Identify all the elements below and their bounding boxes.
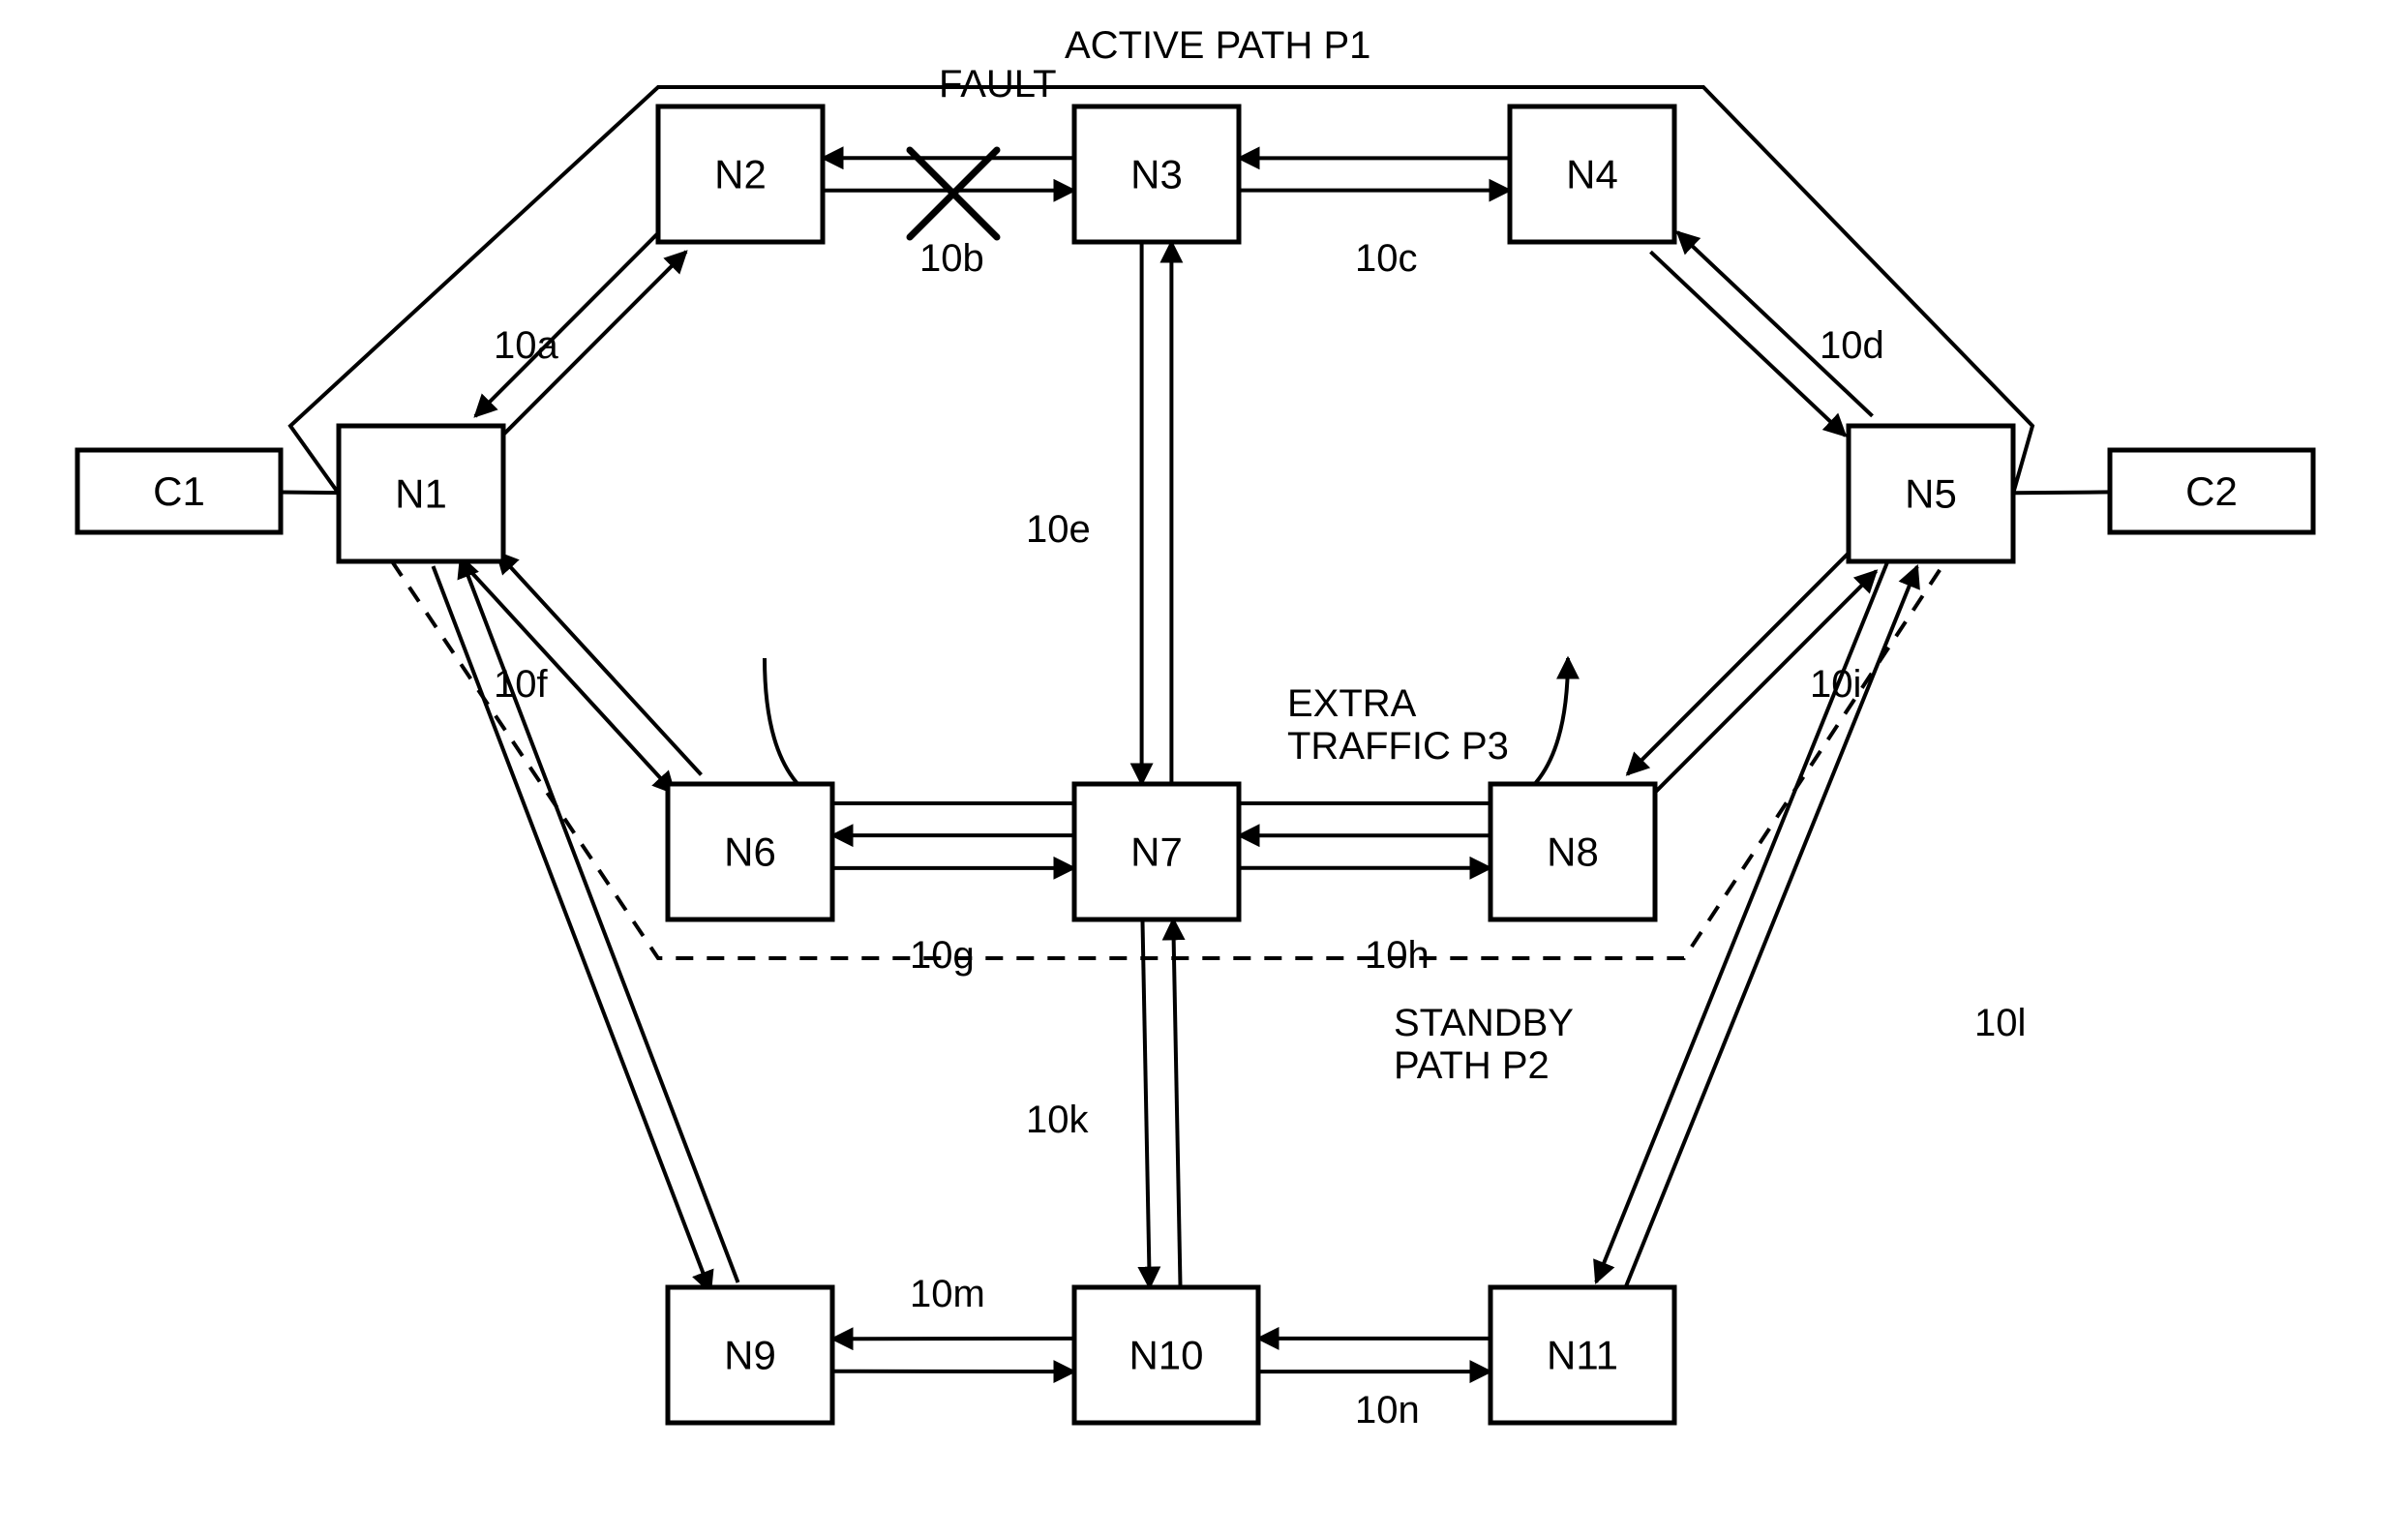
node-label-N6: N6 (724, 829, 776, 875)
node-N9: N9 (668, 1287, 832, 1423)
node-label-C2: C2 (2185, 468, 2238, 514)
edge-arrow (1142, 919, 1149, 1287)
node-label-N7: N7 (1130, 829, 1183, 875)
edge-label-10l: 10l (1974, 1002, 2026, 1044)
edge-label-10g: 10g (910, 934, 975, 977)
node-N1: N1 (339, 426, 503, 561)
node-N8: N8 (1490, 784, 1655, 919)
edge-label-10k: 10k (1026, 1099, 1089, 1141)
edge-label-10d: 10d (1820, 324, 1884, 367)
extra-traffic-label: EXTRA (1287, 682, 1417, 725)
node-C1: C1 (77, 450, 281, 532)
node-N6: N6 (668, 784, 832, 919)
edge-arrow (1173, 919, 1180, 1287)
path-label-active_P1: ACTIVE PATH P1 (1065, 24, 1370, 67)
node-label-N4: N4 (1566, 152, 1618, 197)
node-label-N5: N5 (1905, 471, 1957, 517)
node-label-N9: N9 (724, 1333, 776, 1378)
node-N3: N3 (1074, 106, 1239, 242)
edge-arrow (1650, 252, 1845, 436)
extra-traffic-label: TRAFFIC P3 (1287, 725, 1509, 768)
node-label-N11: N11 (1547, 1333, 1618, 1378)
node-label-N3: N3 (1130, 152, 1183, 197)
plain-link (281, 493, 339, 494)
edge-label-10h: 10h (1365, 934, 1430, 977)
plain-link (2013, 492, 2110, 493)
edge-label-10m: 10m (910, 1273, 985, 1315)
node-N4: N4 (1510, 106, 1674, 242)
network-diagram: ACTIVE PATH P1 STANDBYPATH P2 10a 10b 10c 10d… (0, 0, 2408, 1537)
node-label-C1: C1 (153, 468, 205, 514)
node-N2: N2 (658, 106, 823, 242)
edge-label-10b: 10b (919, 237, 984, 280)
node-label-N2: N2 (714, 152, 767, 197)
node-N11: N11 (1490, 1287, 1674, 1423)
path-label-standby_P2: PATH P2 (1394, 1044, 1550, 1087)
path-label-standby_P2: STANDBY (1394, 1002, 1574, 1044)
fault-label: FAULT (939, 63, 1057, 105)
edge-label-10e: 10e (1026, 508, 1091, 551)
node-label-N1: N1 (395, 471, 447, 517)
node-N7: N7 (1074, 784, 1239, 919)
node-N10: N10 (1074, 1287, 1258, 1423)
edge-label-10n: 10n (1355, 1389, 1420, 1432)
edge-label-10i: 10i (1810, 663, 1861, 706)
node-N5: N5 (1849, 426, 2013, 561)
edge-label-10a: 10a (494, 324, 558, 367)
edge-arrow (433, 566, 710, 1292)
node-label-N8: N8 (1547, 829, 1599, 875)
edge-label-10c: 10c (1355, 237, 1418, 280)
node-C2: C2 (2110, 450, 2313, 532)
node-label-N10: N10 (1129, 1333, 1203, 1378)
